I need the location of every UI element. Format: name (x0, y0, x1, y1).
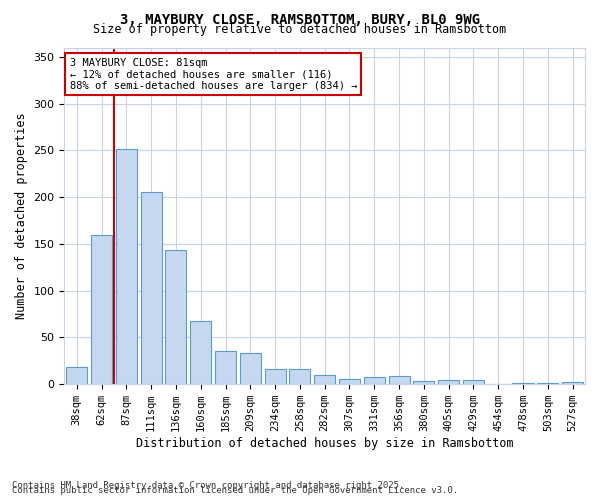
Bar (438, 380, 459, 384)
Bar (413, 382, 434, 384)
Bar (66, 368, 88, 384)
Text: 3 MAYBURY CLOSE: 81sqm
← 12% of detached houses are smaller (116)
88% of semi-de: 3 MAYBURY CLOSE: 81sqm ← 12% of detached… (70, 58, 357, 91)
Bar (240, 354, 261, 384)
Text: Contains public sector information licensed under the Open Government Licence v3: Contains public sector information licen… (12, 486, 458, 495)
Text: 3, MAYBURY CLOSE, RAMSBOTTOM, BURY, BL0 9WG: 3, MAYBURY CLOSE, RAMSBOTTOM, BURY, BL0 … (120, 12, 480, 26)
Bar (91, 234, 112, 384)
Bar (166, 250, 187, 384)
Bar (364, 376, 385, 384)
Bar (389, 376, 410, 384)
Bar (463, 380, 484, 384)
Bar (562, 382, 583, 384)
Text: Contains HM Land Registry data © Crown copyright and database right 2025.: Contains HM Land Registry data © Crown c… (12, 481, 404, 490)
Bar (265, 370, 286, 384)
X-axis label: Distribution of detached houses by size in Ramsbottom: Distribution of detached houses by size … (136, 437, 514, 450)
Bar (190, 320, 211, 384)
Bar (215, 352, 236, 384)
Bar (314, 375, 335, 384)
Text: Size of property relative to detached houses in Ramsbottom: Size of property relative to detached ho… (94, 22, 506, 36)
Bar (140, 192, 162, 384)
Y-axis label: Number of detached properties: Number of detached properties (15, 112, 28, 319)
Bar (289, 370, 310, 384)
Bar (339, 378, 360, 384)
Bar (116, 148, 137, 384)
